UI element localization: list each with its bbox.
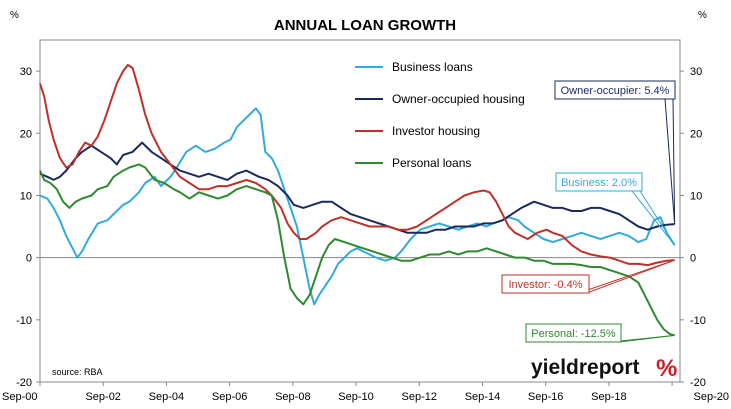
callouts: Owner-occupier: 5.4% Business: 2.0% Invest… — [501, 80, 676, 343]
callout-label: Investor: -0.4% — [509, 279, 583, 291]
y-tick-label-right: 20 — [690, 128, 702, 140]
x-tick-label: Sep-14 — [465, 391, 500, 403]
series-line-personal-loans — [39, 163, 675, 337]
logo-percent: % — [656, 355, 677, 382]
legend-label: Personal loans — [392, 156, 471, 170]
x-tick-label: Sep-10 — [338, 391, 373, 403]
x-tick-label: Sep-20 — [694, 391, 729, 403]
series-line-business-loans — [39, 107, 676, 306]
x-tick-label: Sep-04 — [149, 391, 184, 403]
legend-label: Owner-occupied housing — [392, 92, 525, 106]
legend-label: Investor housing — [392, 124, 480, 138]
y-tick-label-right: -10 — [690, 315, 706, 327]
callout-leader — [672, 98, 676, 225]
plot-area — [39, 39, 681, 383]
y-unit-right: % — [698, 10, 707, 21]
callout-leader — [664, 98, 676, 225]
callout-leader — [618, 334, 675, 343]
legend-label: Business loans — [392, 60, 473, 74]
x-tick-label: Sep-08 — [275, 391, 310, 403]
y-axis-left: -20 -10 0 10 20 30 — [16, 66, 40, 389]
series-line-owner-occupied-housing — [39, 141, 675, 234]
callout-investor-housing: Investor: -0.4% — [501, 259, 675, 294]
callout-box — [525, 323, 622, 343]
y-unit-left: % — [10, 10, 19, 21]
callout-label: Owner-occupier: 5.4% — [561, 85, 670, 97]
legend: Business loans Owner-occupied housing Inve… — [355, 60, 525, 170]
logo-text: yieldreport — [531, 356, 640, 379]
callout-business-loans: Business: 2.0% — [555, 172, 676, 246]
y-tick-label-left: -20 — [16, 377, 32, 389]
x-tick-label: Sep-18 — [591, 391, 626, 403]
x-tick-label: Sep-12 — [402, 391, 437, 403]
callout-leader — [586, 259, 675, 294]
callout-box — [555, 172, 643, 192]
y-tick-label-right: -20 — [690, 377, 706, 389]
callout-label: Personal: -12.5% — [531, 328, 616, 340]
series-line-investor-housing — [39, 63, 675, 267]
x-tick-label: Sep-02 — [85, 391, 120, 403]
source-note: source: RBA — [52, 367, 103, 377]
y-tick-label-right: 0 — [690, 253, 696, 265]
y-tick-label-right: 30 — [690, 66, 702, 78]
y-tick-label-left: 20 — [20, 128, 32, 140]
y-tick-label-right: 10 — [690, 190, 702, 202]
chart-title: ANNUAL LOAN GROWTH — [274, 17, 456, 34]
y-tick-label-left: 0 — [26, 253, 32, 265]
y-tick-label-left: -10 — [16, 315, 32, 327]
callout-label: Business: 2.0% — [561, 177, 637, 189]
x-axis: Sep-00 Sep-02 Sep-04 Sep-06 Sep-08 Sep-10 Sep-… — [2, 382, 729, 403]
y-axis-right: -20 -10 0 10 20 30 — [680, 66, 706, 389]
callout-owner-occupied-housing: Owner-occupier: 5.4% — [554, 80, 676, 225]
callout-box — [501, 274, 590, 294]
y-tick-label-left: 30 — [20, 66, 32, 78]
x-tick-label: Sep-00 — [2, 391, 37, 403]
y-tick-label-left: 10 — [20, 190, 32, 202]
callout-leader — [639, 190, 676, 246]
series-layer — [39, 63, 676, 337]
x-tick-label: Sep-16 — [528, 391, 563, 403]
callout-box — [554, 80, 676, 100]
callout-personal-loans: Personal: -12.5% — [525, 323, 675, 343]
yieldreport-logo: yieldreport % — [531, 355, 677, 382]
callout-leader — [631, 190, 676, 246]
x-tick-label: Sep-06 — [212, 391, 247, 403]
